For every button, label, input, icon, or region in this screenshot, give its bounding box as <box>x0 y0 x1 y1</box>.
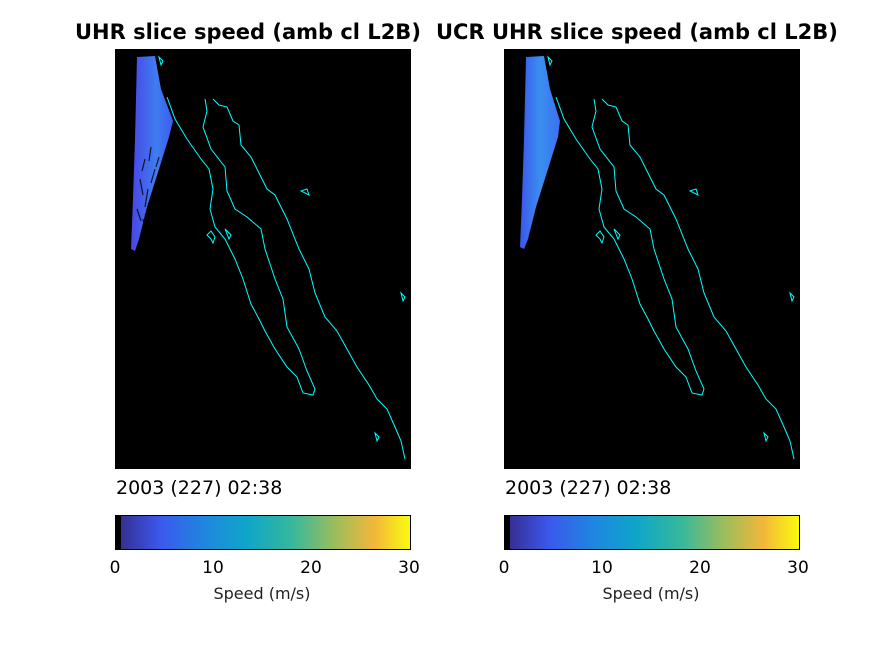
left-map-svg <box>131 55 406 460</box>
right-swath <box>520 56 560 249</box>
tick-label: 30 <box>398 558 420 578</box>
left-colorbar-label: Speed (m/s) <box>213 584 311 603</box>
left-panel: UHR slice speed (amb cl L2B) <box>75 0 421 663</box>
right-timestamp: 2003 (227) 02:38 <box>505 477 672 499</box>
left-coastline <box>158 55 406 460</box>
right-speed-map <box>504 49 800 469</box>
left-colorbar <box>115 515 411 550</box>
left-colorbar-svg <box>116 516 410 549</box>
right-colorbar-svg <box>505 516 799 549</box>
right-panel: UCR UHR slice speed (amb cl L2B) <box>436 0 838 663</box>
tick-label: 0 <box>109 558 121 578</box>
tick-label: 30 <box>787 558 809 578</box>
left-timestamp: 2003 (227) 02:38 <box>116 477 283 499</box>
left-colorbar-ticks: 0 10 20 30 <box>110 558 420 582</box>
right-colorbar <box>504 515 800 550</box>
left-speed-map <box>115 49 411 469</box>
tick-label: 0 <box>498 558 510 578</box>
right-colorbar-label: Speed (m/s) <box>602 584 700 603</box>
tick-label: 20 <box>300 558 322 578</box>
left-swath <box>131 56 173 251</box>
tick-label: 20 <box>689 558 711 578</box>
right-map-title: UCR UHR slice speed (amb cl L2B) <box>436 20 838 44</box>
tick-label: 10 <box>202 558 224 578</box>
left-swath-gaps <box>136 146 160 243</box>
right-coastline <box>547 55 795 460</box>
right-colorbar-ticks: 0 10 20 30 <box>499 558 809 582</box>
tick-label: 10 <box>591 558 613 578</box>
left-map-title: UHR slice speed (amb cl L2B) <box>75 20 421 44</box>
right-map-svg <box>520 55 795 460</box>
